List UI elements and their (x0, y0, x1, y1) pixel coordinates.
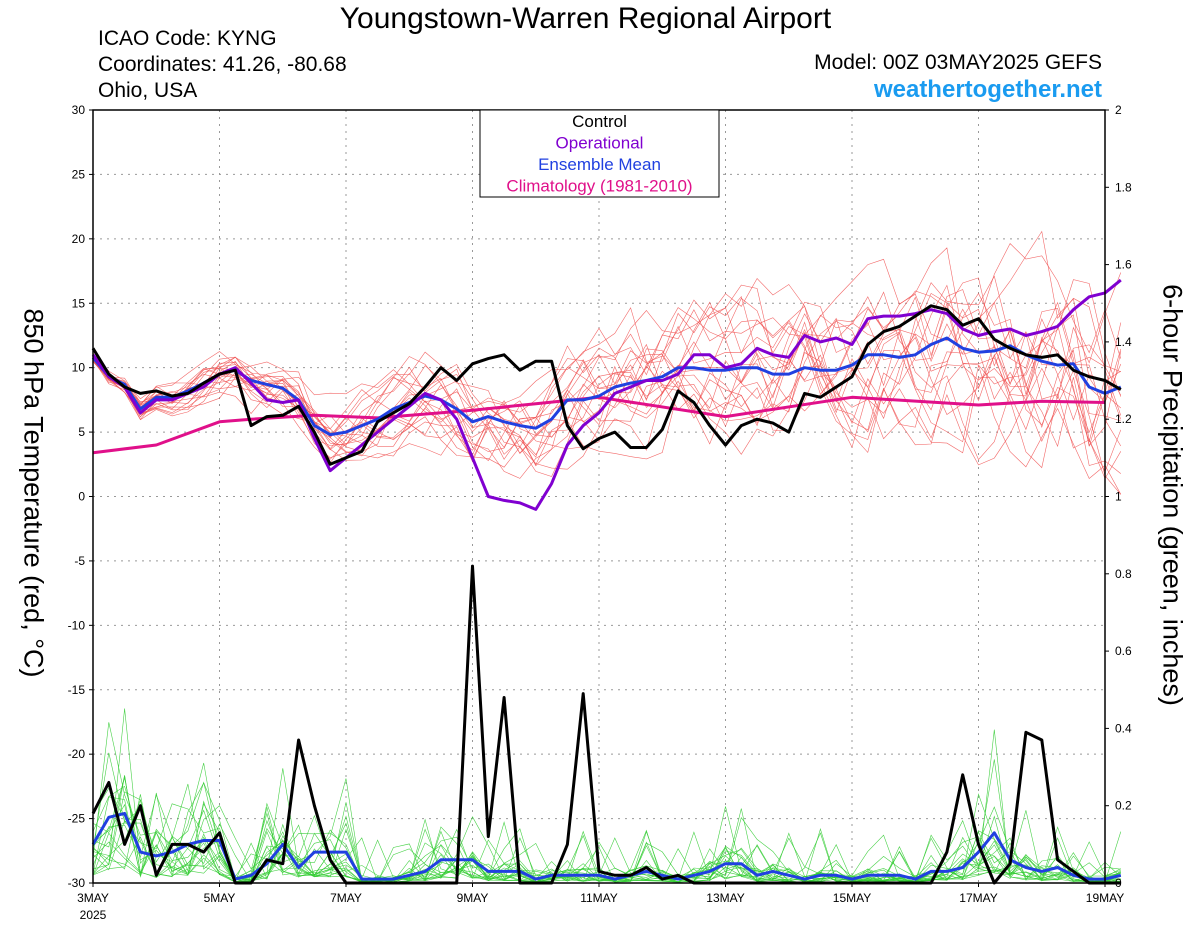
member-temp-line (92, 292, 1122, 473)
y-tick-label: -25 (68, 812, 86, 826)
member-temp-line (92, 247, 1121, 477)
y-tick-label: 15 (72, 296, 86, 310)
y-tick-label: 10 (72, 361, 86, 375)
y2-tick-label: 0 (1115, 876, 1122, 890)
grid (93, 110, 1105, 883)
series-climatology-1981-2010-temp (92, 395, 1106, 455)
x-tick-label: 13MAY (706, 891, 744, 905)
member-temp-line (92, 293, 1122, 456)
y2-tick-label: 1.8 (1115, 180, 1132, 194)
y2-tick-label: 1.6 (1115, 258, 1132, 272)
chart-title: Youngstown-Warren Regional Airport (339, 2, 832, 35)
y-tick-label: 30 (72, 103, 86, 117)
member-temp-line (92, 319, 1121, 474)
y-tick-label: 25 (72, 167, 86, 181)
member-temp-line (92, 275, 1122, 479)
y-tick-label: -5 (74, 554, 85, 568)
site-credit[interactable]: weathertogether.net (873, 76, 1102, 103)
x-tick-label: 17MAY (959, 891, 997, 905)
member-precip-line (92, 785, 1121, 883)
y2-tick-label: 0.2 (1115, 799, 1132, 813)
member-temp-line (92, 243, 1122, 460)
y2-tick-label: 2 (1115, 103, 1122, 117)
legend-entry: Ensemble Mean (538, 155, 661, 174)
member-precip-line (92, 722, 1121, 883)
x-tick-label: 15MAY (833, 891, 871, 905)
y-tick-label: 20 (72, 232, 86, 246)
y2-tick-label: 1 (1115, 490, 1122, 504)
y-tick-label: 0 (78, 490, 85, 504)
member-temp-line (92, 301, 1122, 466)
y2-tick-label: 0.6 (1115, 644, 1132, 658)
model-run: Model: 00Z 03MAY2025 GEFS (814, 51, 1102, 74)
series-lines (91, 278, 1122, 885)
member-precip-line (92, 812, 1121, 883)
member-temp-line (92, 284, 1121, 455)
y-tick-label: -30 (68, 876, 86, 890)
axis-ticks: 302520151050-5-10-15-20-25-3021.81.61.41… (68, 103, 1132, 922)
y2-tick-label: 0.4 (1115, 721, 1132, 735)
member-temp-line (92, 331, 1122, 495)
series-operational-temp (91, 278, 1122, 511)
member-temp-line (92, 230, 1122, 463)
series-control-temp (91, 304, 1122, 466)
member-precip-line (92, 775, 1122, 883)
x-tick-year: 2025 (80, 908, 107, 922)
x-tick-label: 11MAY (580, 891, 618, 905)
x-tick-label: 5MAY (204, 891, 236, 905)
legend-entry: Climatology (1981-2010) (506, 177, 692, 196)
member-precip-line (92, 815, 1121, 883)
legend-entry: Control (572, 112, 627, 131)
region: Ohio, USA (98, 79, 198, 102)
legend-box (479, 109, 720, 198)
y2-tick-label: 1.2 (1115, 412, 1132, 426)
member-temp-line (92, 277, 1122, 461)
icao-code: ICAO Code: KYNG (98, 27, 277, 50)
y2-tick-label: 1.4 (1115, 335, 1132, 349)
x-tick-label: 19MAY (1086, 891, 1124, 905)
legend: Control Operational Ensemble Mean Climatolo… (479, 109, 720, 198)
x-tick-label: 9MAY (457, 891, 489, 905)
coordinates: Coordinates: 41.26, -80.68 (98, 53, 347, 76)
legend-entry: Operational (556, 134, 644, 153)
y-tick-label: -20 (68, 747, 86, 761)
x-tick-label: 7MAY (330, 891, 362, 905)
x-tick-label: 3MAY (77, 891, 109, 905)
y-tick-label: 5 (78, 425, 85, 439)
y2-tick-label: 0.8 (1115, 567, 1132, 581)
y-tick-label: -15 (68, 683, 86, 697)
member-temp-line (92, 309, 1121, 459)
member-temp-line (92, 301, 1122, 495)
series-ensemble-mean-temp (91, 336, 1122, 437)
series-control-precip (91, 564, 1121, 885)
member-precip-line (92, 787, 1121, 883)
y-tick-label: -10 (68, 618, 86, 632)
